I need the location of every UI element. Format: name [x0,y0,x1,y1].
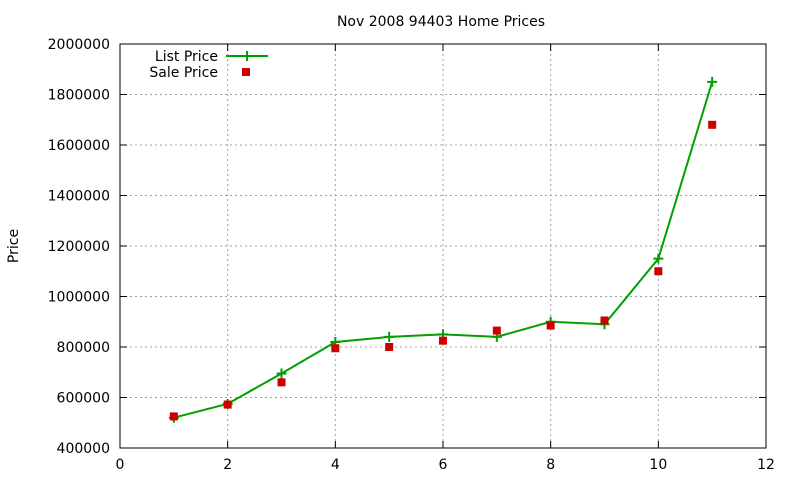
y-axis-label: Price [6,229,22,263]
x-tick-label: 0 [116,457,125,473]
sale-price-point [385,343,394,351]
grid-lines [120,44,766,448]
sale-price-point [331,344,340,353]
sale-price-point [708,120,717,129]
sale-price-point [439,336,447,345]
x-tick-label: 10 [649,457,667,473]
y-tick-label: 1000000 [48,290,110,306]
list-price-point [384,331,395,342]
x-tick-label: 8 [546,457,555,473]
x-tick-label: 2 [223,457,232,473]
y-tick-label: 600000 [57,391,110,407]
legend-label-sale-price: Sale Price [149,65,218,81]
sale-price-point [277,378,286,387]
list-price-point [276,368,287,379]
y-tick-label: 1200000 [48,239,110,255]
x-tick-label: 4 [331,457,340,473]
sale-price-point [492,326,501,335]
legend-marker-list-price [242,51,252,61]
y-tick-label: 400000 [57,441,110,457]
axis-ticks: 0 2 4 6 8 10 12 400000 600000 800000 1000000 120000… [48,37,775,473]
list-price-point [653,253,664,264]
x-tick-label: 12 [757,457,775,473]
sale-price-point [223,400,232,409]
y-tick-label: 2000000 [48,37,110,53]
sale-price-point [169,412,178,421]
sale-price-point [600,316,609,325]
list-price-point [707,76,718,87]
y-tick-label: 1600000 [48,138,110,154]
chart-title: Nov 2008 94403 Home Prices [337,14,545,30]
y-tick-label: 800000 [57,340,110,356]
y-tick-label: 1400000 [48,189,110,205]
legend-marker-sale-price [242,68,250,76]
legend-label-list-price: List Price [155,49,218,65]
x-tick-label: 6 [439,457,448,473]
sale-price-point [654,267,663,276]
sale-price-point [546,321,555,330]
series-layer [168,76,718,423]
y-tick-label: 1800000 [48,88,110,104]
